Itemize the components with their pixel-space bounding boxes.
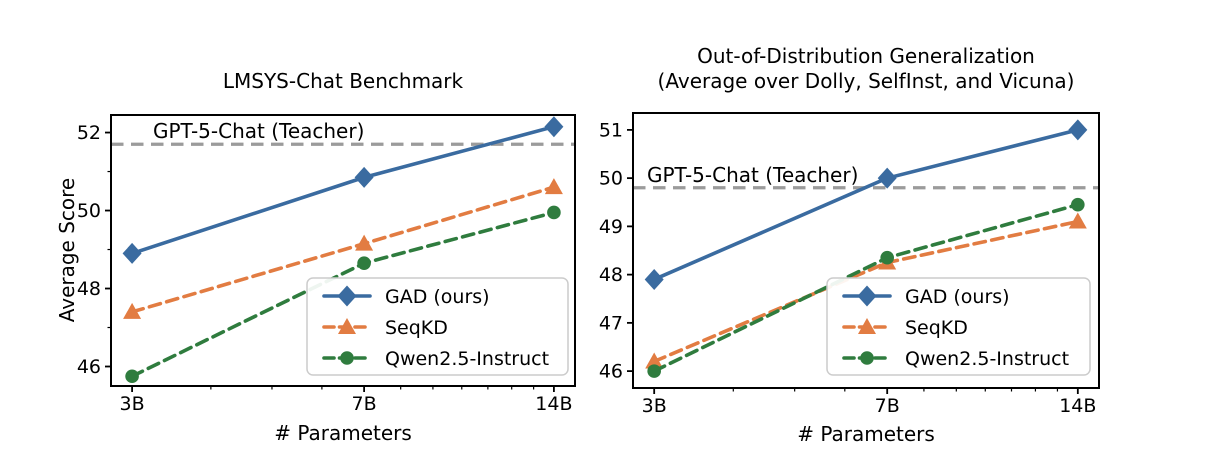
x-tick-label: 3B	[642, 395, 667, 417]
plot-border	[110, 114, 576, 387]
teacher-line-label: GPT-5-Chat (Teacher)	[647, 163, 858, 187]
chart-0: LMSYS-Chat Benchmark GPT-5-Chat (Teacher)…	[55, 69, 576, 445]
chart-title: Out-of-Distribution Generalization	[697, 44, 1035, 68]
legend-circle-icon	[340, 351, 354, 365]
series-2-point-1	[880, 250, 894, 265]
legend-diamond-icon	[337, 285, 357, 307]
teacher-line-label: GPT-5-Chat (Teacher)	[153, 119, 364, 143]
legend-label: SeqKD	[905, 317, 968, 339]
series-line-0	[652, 128, 1080, 282]
series-2-point-2	[1071, 197, 1085, 212]
x-tick-label: 3B	[120, 393, 145, 415]
y-tick-label: 47	[599, 312, 623, 334]
y-tick-label: 50	[77, 200, 101, 222]
x-tick-label: 14B	[1059, 395, 1096, 417]
legend-label: SeqKD	[385, 317, 448, 339]
series-1-point-0	[123, 302, 142, 319]
series-1-point-2	[1068, 212, 1087, 229]
legend-circle-icon	[860, 351, 874, 365]
legend-triangle-icon	[858, 318, 876, 334]
series-0-point-0	[122, 242, 142, 264]
plot-border	[632, 112, 1100, 389]
chart-title: (Average over Dolly, SelfInst, and Vicun…	[658, 69, 1075, 93]
y-tick-label: 49	[599, 216, 623, 238]
series-2-point-2	[547, 205, 561, 220]
x-axis-label: # Parameters	[274, 421, 412, 445]
series-0-point-1	[354, 166, 374, 188]
series-0-point-0	[644, 268, 664, 290]
series-2-point-0	[647, 364, 661, 378]
y-axis-label: Average Score	[55, 178, 79, 323]
x-axis-label: # Parameters	[797, 422, 935, 446]
legend-label: Qwen2.5-Instruct	[385, 348, 549, 370]
legend-diamond-icon	[857, 285, 877, 307]
chart-title: LMSYS-Chat Benchmark	[223, 69, 464, 93]
legend-box	[306, 277, 569, 376]
y-tick-label: 48	[77, 278, 101, 300]
legend-label: Qwen2.5-Instruct	[905, 348, 1069, 370]
y-tick-label: 48	[599, 264, 623, 286]
series-1-point-2	[544, 178, 563, 195]
y-tick-label: 46	[599, 361, 623, 383]
x-tick-label: 7B	[352, 393, 377, 415]
legend-label: GAD (ours)	[905, 286, 1010, 308]
series-0-point-2	[544, 116, 564, 138]
chart-1: Out-of-Distribution Generalization(Avera…	[599, 44, 1100, 446]
series-0-point-1	[877, 167, 897, 189]
series-1-point-0	[645, 352, 664, 369]
legend-box	[826, 277, 1091, 376]
series-0-point-2	[1068, 119, 1088, 141]
y-tick-label: 52	[77, 122, 101, 144]
legend-label: GAD (ours)	[385, 286, 490, 308]
series-2-point-0	[125, 369, 139, 384]
y-tick-label: 51	[599, 119, 623, 141]
series-2-point-1	[357, 256, 371, 270]
legend-triangle-icon	[338, 318, 356, 334]
x-tick-label: 7B	[875, 395, 900, 417]
y-tick-label: 50	[599, 168, 623, 190]
y-tick-label: 46	[77, 356, 101, 378]
series-1-point-1	[355, 234, 374, 251]
x-tick-label: 14B	[535, 393, 572, 415]
